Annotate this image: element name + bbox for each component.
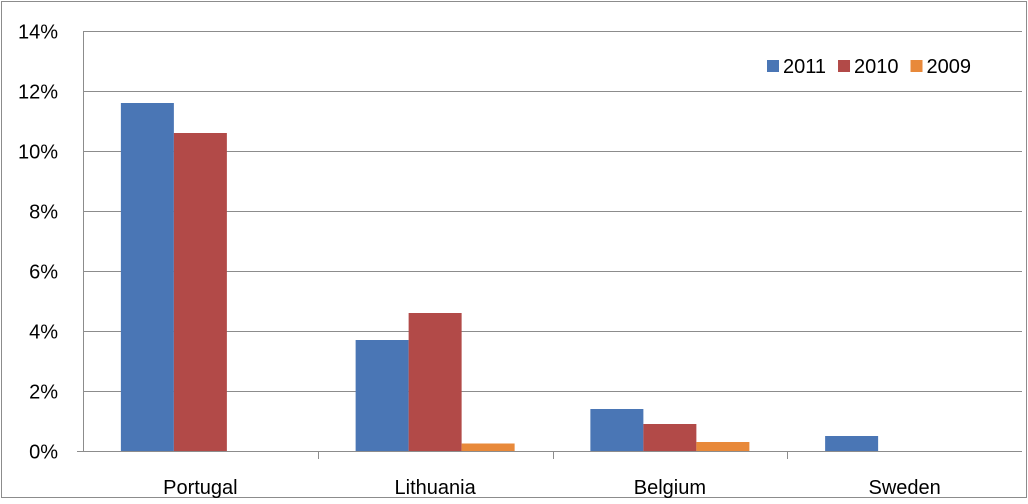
x-tick-label: Portugal: [163, 477, 238, 499]
legend-label: 2010: [854, 56, 899, 78]
bar: [643, 424, 697, 451]
x-tick-label: Belgium: [634, 477, 706, 499]
y-axis-tick-labels: 0% 2% 4% 6% 8% 10% 12% 14%: [18, 22, 58, 464]
y-tick-label: 14%: [18, 22, 58, 44]
bar: [590, 409, 644, 451]
y-tick-label: 8%: [29, 202, 58, 224]
y-tick-label: 2%: [29, 382, 58, 404]
legend-label: 2009: [927, 56, 972, 78]
legend-swatch: [910, 60, 923, 72]
y-tick-label: 4%: [29, 322, 58, 344]
y-tick-label: 0%: [29, 442, 58, 464]
bar: [355, 340, 409, 451]
y-tick-label: 12%: [18, 82, 58, 104]
y-tick-label: 10%: [18, 142, 58, 164]
legend-swatch: [767, 60, 779, 72]
bar: [461, 443, 515, 451]
bar: [825, 436, 879, 451]
legend-label: 2011: [783, 56, 826, 78]
x-tick-label: Lithuania: [395, 477, 477, 499]
x-tick-label: Sweden: [868, 477, 940, 499]
legend-swatch: [838, 60, 851, 72]
legend: 2011 2010 2009: [767, 56, 971, 78]
bars: [120, 103, 879, 451]
x-axis: Portugal Lithuania Belgium Sweden: [77, 31, 1022, 499]
bar: [120, 103, 174, 451]
bar: [696, 442, 750, 451]
y-tick-label: 6%: [29, 262, 58, 284]
bar: [408, 313, 462, 451]
bar: [173, 133, 227, 451]
